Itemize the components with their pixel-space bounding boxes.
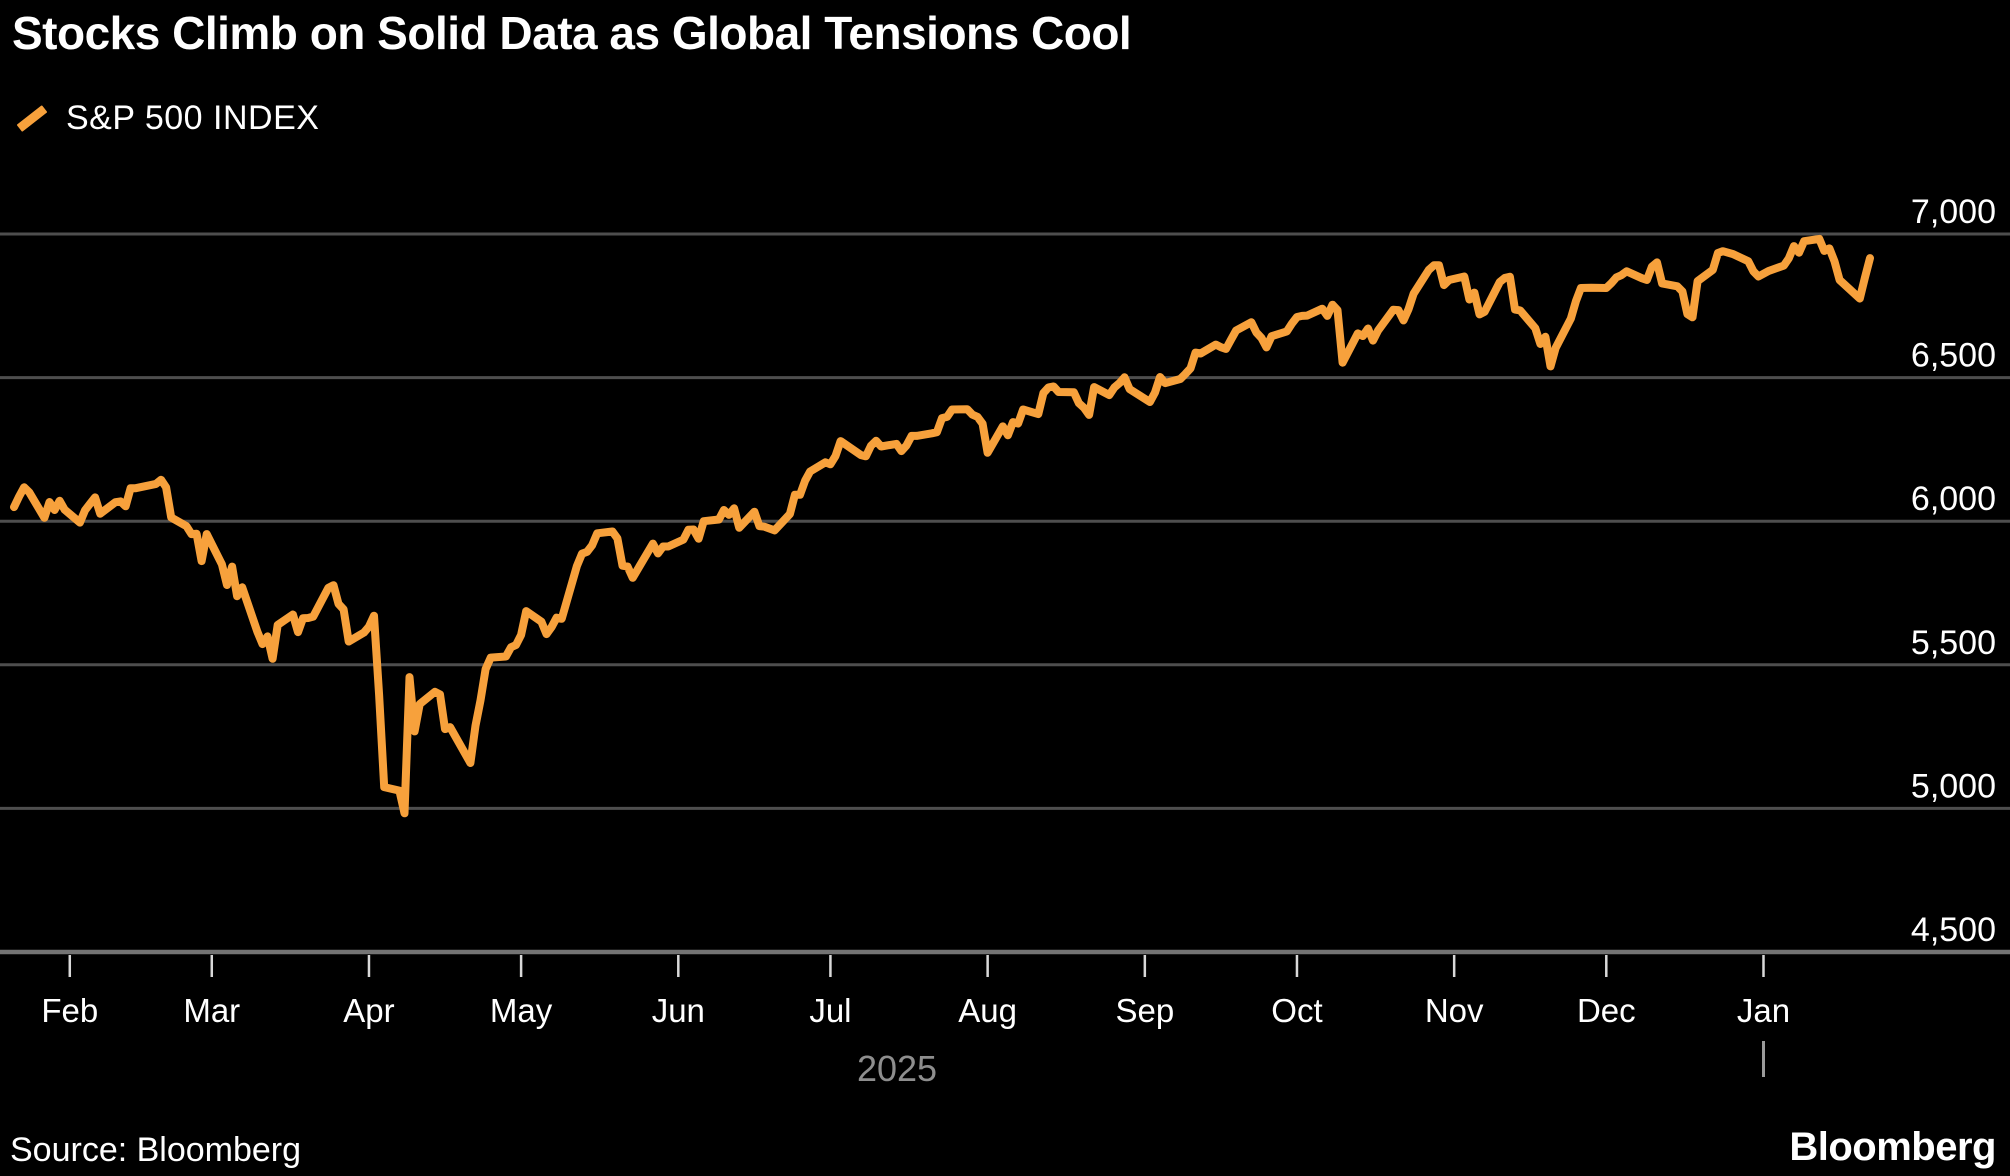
legend: S&P 500 INDEX <box>12 96 319 140</box>
svg-text:6,500: 6,500 <box>1911 337 1996 375</box>
svg-text:Sep: Sep <box>1115 992 1174 1029</box>
chart-title: Stocks Climb on Solid Data as Global Ten… <box>12 7 1132 59</box>
legend-label: S&P 500 INDEX <box>66 98 320 137</box>
svg-text:5,000: 5,000 <box>1911 767 1996 805</box>
svg-text:Dec: Dec <box>1577 992 1636 1029</box>
svg-text:5,500: 5,500 <box>1911 624 1996 662</box>
svg-text:May: May <box>490 992 553 1029</box>
bloomberg-logo: Bloomberg <box>1789 1125 1996 1169</box>
svg-text:Nov: Nov <box>1425 992 1484 1029</box>
svg-text:7,000: 7,000 <box>1911 193 1996 231</box>
svg-text:Jan: Jan <box>1737 992 1790 1029</box>
svg-text:Apr: Apr <box>343 992 394 1029</box>
svg-text:6,000: 6,000 <box>1911 480 1996 518</box>
svg-text:Mar: Mar <box>183 992 240 1029</box>
svg-text:Jul: Jul <box>809 992 851 1029</box>
svg-text:2025: 2025 <box>857 1048 937 1089</box>
svg-text:Feb: Feb <box>41 992 98 1029</box>
svg-text:Aug: Aug <box>958 992 1017 1029</box>
svg-text:Oct: Oct <box>1271 992 1322 1029</box>
svg-text:4,500: 4,500 <box>1911 911 1996 949</box>
source-attribution: Source: Bloomberg <box>10 1131 302 1169</box>
svg-text:Jun: Jun <box>652 992 705 1029</box>
